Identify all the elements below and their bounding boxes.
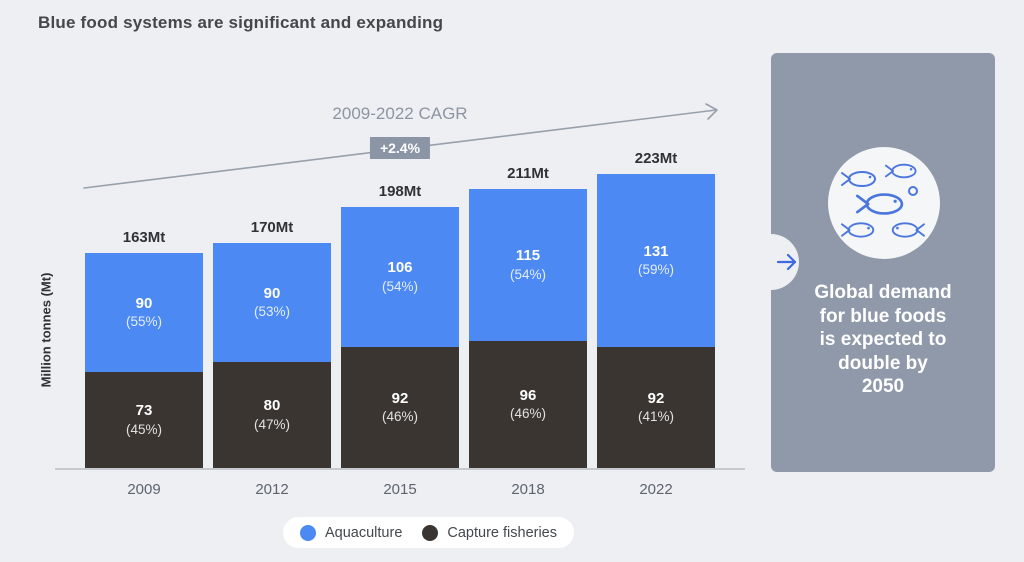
bar-group-2022: 223Mt 131 (59%) 92 (41%) 2022 [597,0,715,498]
bar-segment-capture-fisheries: 92 (46%) [341,347,459,468]
segment-value: 115 [515,247,541,265]
segment-percent: (46%) [509,406,546,422]
bar-total-label: 223Mt [634,150,678,167]
segment-percent: (55%) [125,314,162,330]
bar-segment-capture-fisheries: 73 (45%) [85,372,203,468]
legend-item-aquaculture: Aquaculture [300,524,403,541]
segment-value: 90 [263,284,281,302]
bar-group-2012: 170Mt 90 (53%) 80 (47%) 2012 [213,0,331,498]
segment-percent: (46%) [381,409,418,425]
bar-group-2009: 163Mt 90 (55%) 73 (45%) 2009 [85,0,203,498]
callout-panel: Global demand for blue foods is expected… [771,53,995,472]
bar-segment-capture-fisheries: 80 (47%) [213,362,331,468]
segment-value: 92 [647,389,665,407]
bar-segment-aquaculture: 90 (55%) [85,253,203,372]
school-of-fish-icon [828,147,940,259]
segment-value: 131 [643,242,669,260]
legend-label-aquaculture: Aquaculture [325,524,403,541]
bar-total-label: 211Mt [507,165,549,182]
x-axis-tick-label: 2018 [511,481,545,498]
segment-value: 106 [387,259,413,277]
fish-illustration [840,163,926,238]
bar-group-2015: 198Mt 106 (54%) 92 (46%) 2015 [341,0,459,498]
bar-segment-aquaculture: 90 (53%) [213,243,331,362]
bar-group-2018: 211Mt 115 (54%) 96 (46%) 2018 [469,0,587,498]
bar-segment-capture-fisheries: 92 (41%) [597,347,715,468]
segment-value: 96 [519,386,537,404]
segment-value: 73 [135,402,153,420]
bar-segment-capture-fisheries: 96 (46%) [469,341,587,468]
cagr-badge: +2.4% [369,137,431,159]
chart-legend: Aquaculture Capture fisheries [283,517,574,548]
segment-percent: (54%) [381,278,418,294]
segment-percent: (54%) [509,266,546,282]
segment-percent: (47%) [253,416,290,432]
capture-fisheries-swatch-icon [422,524,439,541]
legend-label-capture-fisheries: Capture fisheries [447,524,557,541]
segment-value: 80 [263,397,281,415]
bar-total-label: 198Mt [378,183,422,200]
callout-text: Global demand for blue foods is expected… [814,282,952,398]
bar-chart: 163Mt 90 (55%) 73 (45%) 2009 170Mt 90 (53%) 80 (47… [85,0,715,498]
x-axis-tick-label: 2015 [383,481,417,498]
right-arrow-icon [776,253,797,271]
segment-percent: (53%) [253,304,290,320]
x-axis-tick-label: 2012 [255,481,289,498]
x-axis-line [55,468,745,470]
segment-value: 90 [135,294,153,312]
segment-percent: (45%) [125,421,162,437]
x-axis-tick-label: 2022 [639,481,673,498]
page-title: Blue food systems are significant and ex… [38,13,444,32]
legend-item-capture-fisheries: Capture fisheries [422,524,557,541]
segment-percent: (59%) [637,262,674,278]
bar-total-label: 170Mt [250,219,294,236]
aquaculture-swatch-icon [300,524,316,541]
bar-segment-aquaculture: 106 (54%) [341,207,459,347]
cagr-label: 2009-2022 CAGR [332,104,468,123]
bar-segment-aquaculture: 131 (59%) [597,174,715,347]
segment-percent: (41%) [637,409,674,425]
bar-total-label: 163Mt [122,229,166,246]
segment-value: 92 [391,389,409,407]
bar-segment-aquaculture: 115 (54%) [469,189,587,341]
x-axis-tick-label: 2009 [127,481,161,498]
